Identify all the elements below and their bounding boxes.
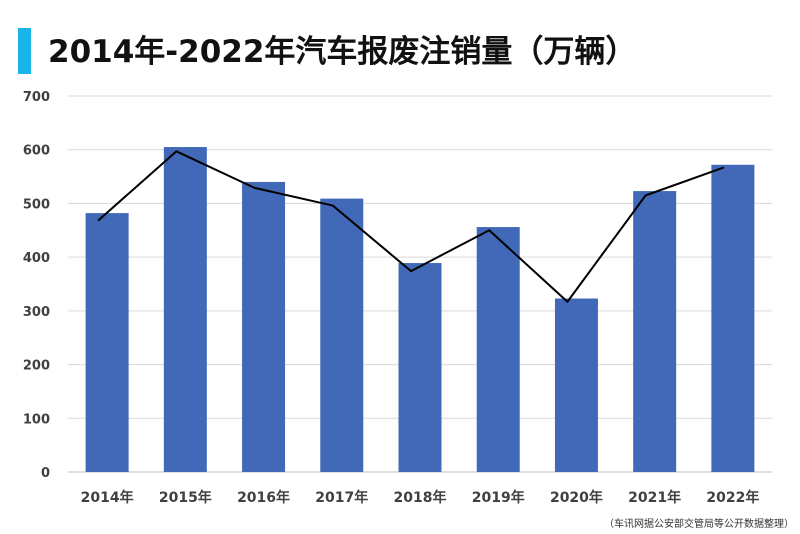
x-tick-label: 2015年 xyxy=(159,489,212,506)
bar xyxy=(242,181,286,472)
y-tick-label: 0 xyxy=(41,466,50,481)
bar xyxy=(633,191,677,472)
y-tick-label: 600 xyxy=(23,144,50,159)
y-axis: 0 100 200 300 400 500 600 700 xyxy=(23,90,50,481)
x-tick-label: 2018年 xyxy=(394,489,447,506)
bar xyxy=(398,263,442,472)
y-tick-label: 500 xyxy=(23,197,50,212)
chart-title: 2014年-2022年汽车报废注销量（万辆） xyxy=(48,34,637,70)
y-tick-label: 100 xyxy=(23,412,50,427)
bar xyxy=(476,227,520,472)
source-note: （车讯网据公安部交管局等公开数据整理） xyxy=(604,519,794,530)
x-tick-label: 2016年 xyxy=(237,489,290,506)
title-accent-bar xyxy=(18,28,31,74)
y-tick-label: 400 xyxy=(23,251,50,266)
x-tick-label: 2022年 xyxy=(706,489,759,506)
bar xyxy=(85,213,129,472)
x-tick-label: 2017年 xyxy=(315,489,368,506)
bar xyxy=(163,147,207,472)
x-tick-label: 2019年 xyxy=(472,489,525,506)
bar xyxy=(320,198,364,472)
y-tick-label: 300 xyxy=(23,305,50,320)
x-tick-label: 2021年 xyxy=(628,489,681,506)
y-tick-label: 700 xyxy=(23,90,50,105)
bar xyxy=(554,298,598,472)
y-tick-label: 200 xyxy=(23,359,50,374)
line-series xyxy=(97,150,725,303)
x-axis: 2014年 2015年 2016年 2017年 2018年 2019年 2020年 2021年… xyxy=(81,489,760,506)
x-tick-label: 2020年 xyxy=(550,489,603,506)
x-tick-label: 2014年 xyxy=(81,489,134,506)
bar xyxy=(711,164,755,473)
bar-series xyxy=(85,147,755,473)
line-series-path xyxy=(97,150,725,303)
